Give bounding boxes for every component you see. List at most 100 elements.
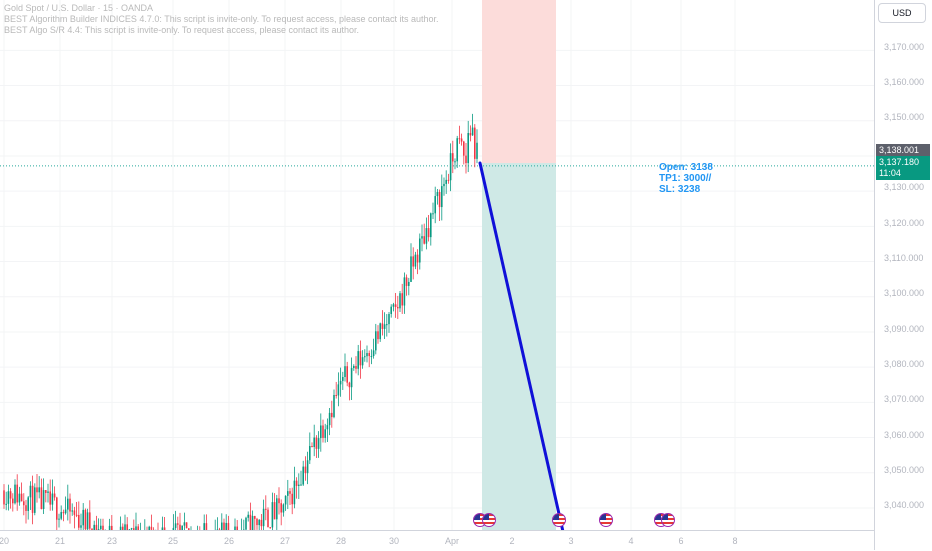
us-flag-event-icon[interactable] (482, 513, 496, 527)
candle-body (175, 523, 177, 528)
chart-area[interactable]: Gold Spot / U.S. Dollar · 15 · OANDA BES… (0, 0, 874, 530)
candle-body (316, 438, 318, 449)
time-axis[interactable] (0, 530, 874, 551)
candle-body (419, 239, 421, 263)
candle-body (78, 515, 80, 528)
candle-body (252, 516, 254, 530)
candle-body (426, 228, 428, 244)
candle-body (89, 512, 91, 528)
candle-body (225, 523, 227, 530)
candle-body (366, 353, 368, 356)
candle-body (384, 324, 386, 329)
price-chart[interactable] (0, 0, 874, 530)
candle-body (401, 293, 403, 305)
chart-legend[interactable]: Gold Spot / U.S. Dollar · 15 · OANDA BES… (4, 3, 439, 36)
candle-body (344, 366, 346, 377)
time-tick: 20 (0, 536, 9, 546)
candle-body (340, 381, 342, 384)
candle-body (296, 481, 298, 486)
candle-body (470, 133, 472, 135)
candle-body (287, 491, 289, 496)
price-tick: 3,050.000 (884, 465, 924, 475)
candle-body (228, 523, 230, 530)
candle-body (351, 368, 353, 387)
candle-body (67, 499, 69, 510)
candle-body (415, 255, 417, 267)
candle-body (203, 523, 205, 530)
candle-body (19, 494, 21, 503)
candle-body (30, 486, 32, 498)
candle-body (452, 153, 454, 161)
candle-body (302, 467, 304, 485)
price-tick: 3,090.000 (884, 324, 924, 334)
candle-body (74, 510, 76, 514)
time-tick: 23 (107, 536, 117, 546)
candle-body (283, 504, 285, 512)
legend-symbol[interactable]: Gold Spot / U.S. Dollar · 15 · OANDA (4, 3, 439, 14)
candle-body (322, 425, 324, 437)
price-tick: 3,150.000 (884, 112, 924, 122)
candle-body (342, 377, 344, 381)
candle-body (272, 502, 274, 527)
stop-loss-zone[interactable] (482, 0, 556, 163)
candle-body (313, 438, 315, 447)
candle-body (261, 520, 263, 526)
candlestick-series (3, 114, 478, 530)
us-flag-event-icon[interactable] (599, 513, 613, 527)
candle-body (421, 236, 423, 238)
candle-body (186, 522, 188, 528)
bar-countdown: 11:04 (879, 168, 930, 179)
candle-body (71, 510, 73, 511)
candle-body (349, 383, 351, 388)
price-tick: 3,080.000 (884, 359, 924, 369)
candle-body (52, 494, 54, 505)
candle-body (100, 526, 102, 529)
candle-body (10, 491, 12, 498)
candle-body (364, 356, 366, 357)
candle-body (245, 518, 247, 530)
last-price-value: 3,137.180 (879, 157, 930, 168)
candle-body (269, 527, 271, 528)
candle-body (459, 138, 461, 139)
currency-button[interactable]: USD (878, 3, 926, 23)
legend-indicator-1[interactable]: BEST Algorithm Builder INDICES 4.7.0: Th… (4, 14, 439, 25)
time-tick: 3 (568, 536, 573, 546)
candle-body (58, 519, 60, 520)
candle-body (360, 351, 362, 365)
us-flag-event-icon[interactable] (661, 513, 675, 527)
time-tick: 28 (336, 536, 346, 546)
candle-body (463, 142, 465, 156)
candle-body (397, 307, 399, 308)
candle-body (16, 485, 18, 503)
price-tick: 3,160.000 (884, 77, 924, 87)
candle-body (408, 282, 410, 286)
candle-body (329, 413, 331, 425)
candle-body (247, 515, 249, 518)
candle-body (34, 487, 36, 513)
candle-body (371, 356, 373, 357)
candle-body (291, 494, 293, 504)
candle-body (45, 490, 47, 493)
candle-body (80, 525, 82, 527)
candle-body (254, 516, 256, 519)
candle-body (23, 501, 25, 505)
legend-indicator-2[interactable]: BEST Algo S/R 4.4: This script is invite… (4, 25, 439, 36)
candle-body (265, 509, 267, 510)
trade-open-text: Open: 3138 (659, 162, 713, 173)
candle-body (428, 228, 430, 237)
candle-body (263, 509, 265, 526)
candle-body (8, 491, 10, 504)
us-flag-event-icon[interactable] (552, 513, 566, 527)
candle-body (375, 331, 377, 350)
trade-info-label: Open: 3138 TP1: 3000// SL: 3238 (659, 162, 713, 195)
candle-body (278, 498, 280, 503)
price-tick: 3,040.000 (884, 500, 924, 510)
time-tick: 4 (628, 536, 633, 546)
candle-body (379, 323, 381, 339)
candle-body (69, 499, 71, 512)
trade-tp-text: TP1: 3000// (659, 173, 713, 184)
candle-body (63, 512, 65, 513)
candle-body (276, 498, 278, 519)
candle-body (267, 510, 269, 527)
open-price-tag: 3,138.001 (876, 144, 930, 156)
